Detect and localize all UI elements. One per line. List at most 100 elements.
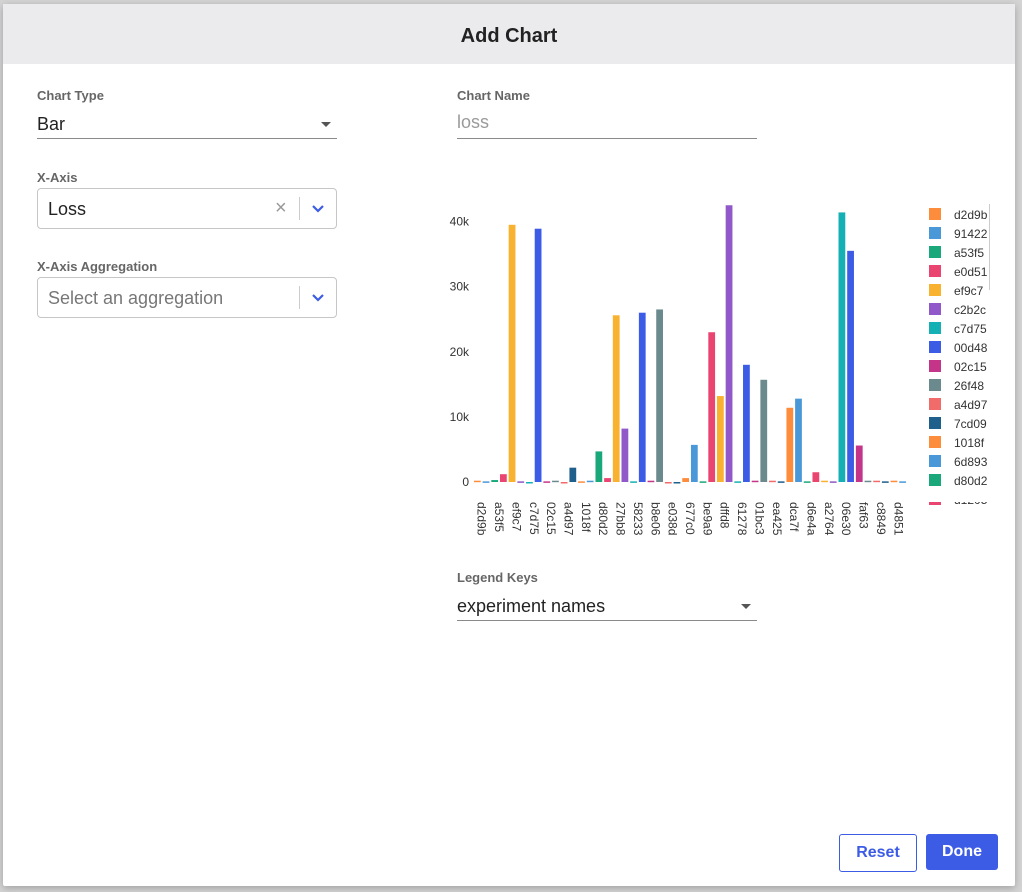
- bar: [543, 481, 551, 483]
- bar: [829, 481, 837, 483]
- clear-icon[interactable]: ×: [275, 197, 287, 219]
- x-tick-label: 1018f: [579, 502, 593, 533]
- x-tick-label: 61278: [735, 502, 749, 536]
- legend-label: a53f5: [954, 246, 984, 260]
- reset-button[interactable]: Reset: [839, 834, 917, 872]
- bar: [821, 480, 828, 483]
- bar: [760, 379, 768, 482]
- bar: [578, 481, 585, 483]
- chevron-down-icon[interactable]: [309, 199, 327, 217]
- x-tick-label: d4851: [891, 502, 905, 536]
- x-tick-label: 06e30: [839, 502, 853, 536]
- select-separator: [299, 197, 300, 220]
- x-tick-label: a4d97: [562, 502, 576, 536]
- chart-type-value: Bar: [37, 114, 66, 134]
- y-tick-label: 10k: [450, 410, 470, 424]
- x-axis-aggregation-select[interactable]: Select an aggregation: [37, 277, 337, 318]
- legend-scrollbar[interactable]: [989, 204, 990, 290]
- caret-down-icon: [741, 604, 751, 609]
- done-button[interactable]: Done: [926, 834, 998, 870]
- x-tick-label: a2764: [822, 502, 836, 536]
- select-separator: [299, 286, 300, 309]
- x-axis-select[interactable]: Loss ×: [37, 188, 337, 229]
- bar: [873, 480, 880, 483]
- legend-label: c7d75: [954, 322, 987, 336]
- legend-label: c2b2c: [954, 303, 986, 317]
- x-tick-label: d6e4a: [805, 502, 819, 536]
- legend-keys-select[interactable]: experiment names: [457, 588, 757, 621]
- legend-swatch: [929, 436, 941, 448]
- x-tick-label: 27bb8: [614, 502, 628, 536]
- legend-keys-label: Legend Keys: [457, 570, 538, 585]
- bar: [812, 472, 820, 482]
- bar: [899, 481, 907, 483]
- legend-swatch: [929, 208, 941, 220]
- legend-label: d2d9b: [954, 208, 988, 222]
- chart-name-placeholder: loss: [457, 112, 490, 132]
- bar: [769, 480, 776, 483]
- legend-clip: [923, 492, 993, 502]
- bar: [803, 481, 811, 483]
- x-tick-label: 58233: [631, 502, 645, 536]
- legend-swatch: [929, 398, 941, 410]
- legend-label: 91422: [954, 227, 988, 241]
- x-tick-label: c7d75: [527, 502, 541, 535]
- bar: [855, 445, 863, 482]
- bar: [630, 481, 637, 483]
- y-tick-label: 30k: [450, 280, 470, 294]
- x-tick-label: d80d2: [596, 502, 610, 536]
- x-tick-label: a53f5: [492, 502, 506, 532]
- bar: [699, 481, 707, 483]
- x-tick-label: e038d: [666, 502, 680, 535]
- x-tick-label: faf63: [857, 502, 871, 529]
- x-tick-label: 677c0: [683, 502, 697, 535]
- bar: [847, 250, 854, 482]
- x-tick-label: d2d9b: [475, 502, 489, 536]
- dialog-title: Add Chart: [3, 4, 1015, 64]
- x-tick-label: dca7f: [787, 502, 801, 532]
- x-tick-label: c8849: [874, 502, 888, 535]
- bar: [838, 212, 846, 483]
- chart-name-input[interactable]: loss: [457, 104, 757, 139]
- x-tick-label: 02c15: [544, 502, 558, 535]
- bar: [491, 480, 499, 482]
- bar: [647, 480, 655, 483]
- legend-swatch: [929, 474, 941, 486]
- legend-label: 26f48: [954, 379, 984, 393]
- legend-label: 02c15: [954, 360, 987, 374]
- legend-swatch: [929, 455, 941, 467]
- bar: [725, 205, 733, 482]
- bar: [586, 480, 594, 483]
- bar: [673, 482, 681, 484]
- y-tick-label: 40k: [450, 215, 470, 229]
- legend-swatch: [929, 246, 941, 258]
- chevron-down-icon[interactable]: [309, 288, 327, 306]
- legend-swatch: [929, 303, 941, 315]
- x-tick-label: ea425: [770, 502, 784, 536]
- bar: [517, 481, 525, 483]
- chart-type-label: Chart Type: [37, 88, 104, 103]
- aggregation-placeholder: Select an aggregation: [48, 288, 224, 308]
- legend-label: d80d2: [954, 474, 988, 488]
- x-axis-aggregation-label: X-Axis Aggregation: [37, 259, 158, 274]
- bar: [734, 481, 742, 483]
- chart-type-select[interactable]: Bar: [37, 106, 337, 139]
- bar: [499, 474, 507, 482]
- legend-label: 7cd09: [954, 417, 987, 431]
- x-tick-label: dffd8: [718, 502, 732, 529]
- add-chart-dialog: Add Chart Chart Type Bar Chart Name loss…: [3, 4, 1015, 886]
- bar: [638, 312, 646, 482]
- bar: [881, 481, 889, 483]
- bar: [473, 480, 481, 483]
- legend-label: e0d51: [954, 265, 988, 279]
- bar: [664, 482, 672, 484]
- bar: [595, 451, 603, 482]
- x-axis-value: Loss: [48, 199, 87, 219]
- bar: [743, 364, 750, 482]
- legend-label: 6d893: [954, 455, 988, 469]
- legend-label: 00d48: [954, 341, 988, 355]
- bar: [786, 407, 794, 482]
- bar: [612, 315, 620, 482]
- legend-keys-value: experiment names: [457, 596, 606, 616]
